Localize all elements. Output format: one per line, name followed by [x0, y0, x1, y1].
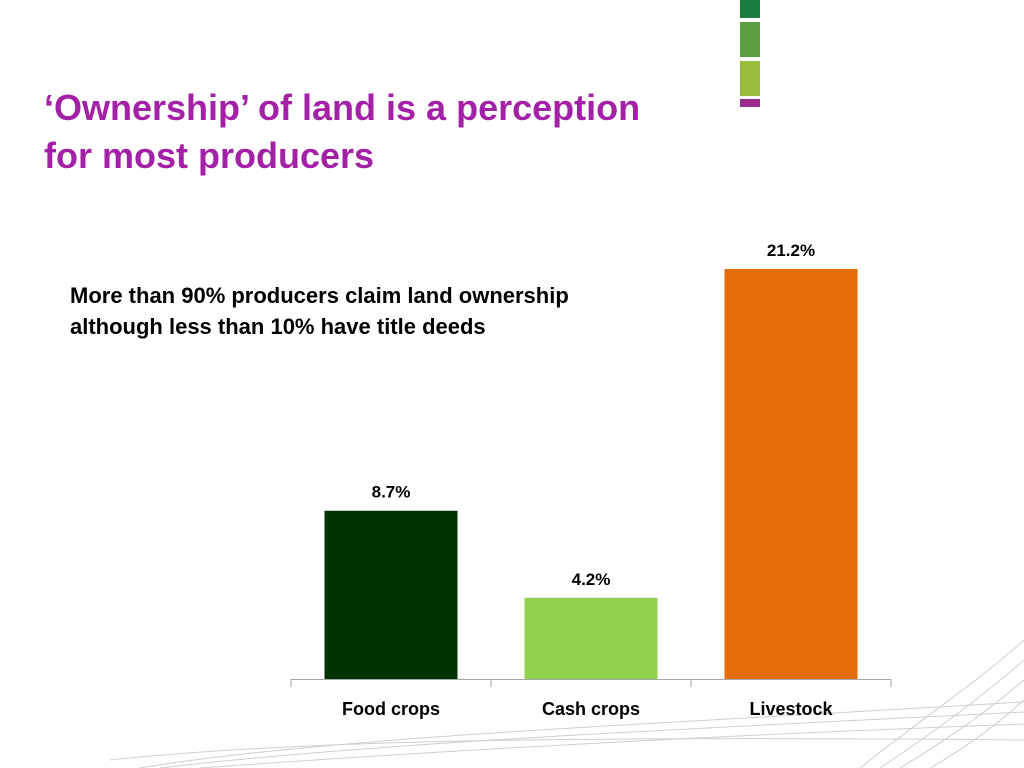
deco-square-2 — [740, 22, 760, 57]
bar-livestock — [724, 269, 858, 679]
bars-group — [324, 269, 858, 679]
slide-title-line-1: ‘Ownership’ of land is a perception — [44, 87, 641, 128]
deco-square-3 — [740, 61, 760, 96]
bar-cash-crops — [524, 597, 658, 679]
bar-food-crops — [324, 510, 458, 679]
value-labels-group: 8.7% 4.2% 21.2% — [372, 241, 815, 589]
slide-subtitle: More than 90% producers claim land owner… — [70, 280, 690, 342]
slide-title-line-2: for most producers — [44, 135, 375, 176]
data-label-food-crops: 8.7% — [372, 483, 411, 502]
category-label-cash-crops: Cash crops — [542, 699, 640, 719]
deco-square-4 — [740, 99, 760, 107]
data-label-cash-crops: 4.2% — [572, 570, 611, 589]
category-labels-group: Food crops Cash crops Livestock — [342, 699, 834, 719]
deco-square-1 — [740, 0, 760, 18]
decorative-squares — [740, 0, 760, 110]
category-label-food-crops: Food crops — [342, 699, 440, 719]
slide-subtitle-line-2: although less than 10% have title deeds — [70, 314, 486, 339]
category-label-livestock: Livestock — [749, 699, 833, 719]
x-axis-ticks-group — [290, 679, 892, 687]
slide-title: ‘Ownership’ of land is a perception for … — [44, 84, 744, 180]
data-label-livestock: 21.2% — [767, 241, 815, 260]
slide-subtitle-line-1: More than 90% producers claim land owner… — [70, 283, 569, 308]
